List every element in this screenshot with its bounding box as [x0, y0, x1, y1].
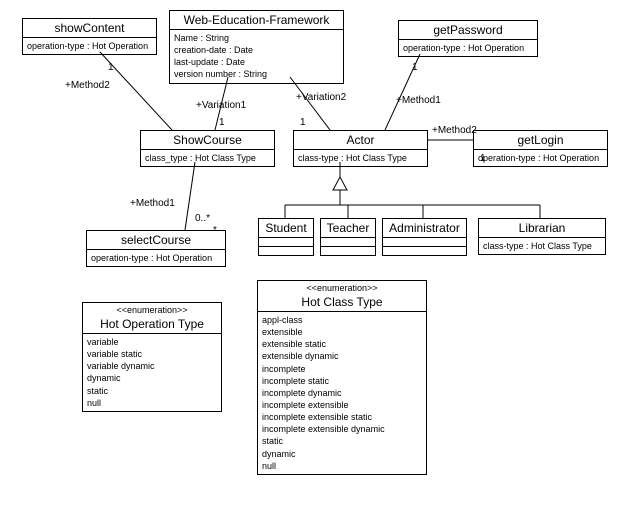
class-showContent: showContent operation-type : Hot Operati… [22, 18, 157, 55]
class-administrator: Administrator [382, 218, 467, 256]
class-teacher: Teacher [320, 218, 376, 256]
class-title: Student [259, 219, 313, 238]
attr: extensible static [262, 338, 422, 350]
class-librarian: Librarian class-type : Hot Class Type [478, 218, 606, 255]
attr: dynamic [262, 448, 422, 460]
enum-hotOp: <<enumeration>> Hot Operation Type varia… [82, 302, 222, 412]
class-title: Teacher [321, 219, 375, 238]
attr: incomplete dynamic [262, 387, 422, 399]
stereotype: <<enumeration>> [83, 303, 221, 315]
attr: null [87, 397, 217, 409]
assoc-variation2: +Variation2 [296, 92, 346, 103]
class-attrs: operation-type : Hot Operation [399, 40, 537, 56]
class-showCourse: ShowCourse class_type : Hot Class Type [140, 130, 275, 167]
attr: static [87, 385, 217, 397]
assoc-method2: +Method2 [65, 80, 110, 91]
mult-one: 1 [412, 62, 418, 73]
attr: version number : String [174, 68, 339, 80]
attr: null [262, 460, 422, 472]
class-title: showContent [23, 19, 156, 38]
class-title: getLogin [474, 131, 607, 150]
mult-one: 1 [108, 62, 114, 73]
mult-zerostar: 0..* [195, 213, 210, 224]
attr-empty [321, 238, 375, 247]
enum-hotClass: <<enumeration>> Hot Class Type appl-clas… [257, 280, 427, 475]
attr-empty [259, 247, 313, 255]
class-title: Web-Education-Framework [170, 11, 343, 30]
class-title: Hot Operation Type [83, 315, 221, 334]
class-title: Administrator [383, 219, 466, 238]
class-attrs: variable variable static variable dynami… [83, 334, 221, 411]
class-attrs: operation-type : Hot Operation [23, 38, 156, 54]
class-title: Librarian [479, 219, 605, 238]
attr: appl-class [262, 314, 422, 326]
attr: incomplete extensible [262, 399, 422, 411]
mult-one: 1 [480, 153, 486, 164]
attr: incomplete extensible static [262, 411, 422, 423]
attr: extensible [262, 326, 422, 338]
class-title: selectCourse [87, 231, 225, 250]
attr: static [262, 435, 422, 447]
mult-one: 1 [300, 117, 306, 128]
class-attrs: class_type : Hot Class Type [141, 150, 274, 166]
attr: variable [87, 336, 217, 348]
class-title: ShowCourse [141, 131, 274, 150]
class-attrs: operation-type : Hot Operation [474, 150, 607, 166]
class-attrs: class-type : Hot Class Type [294, 150, 427, 166]
assoc-method1: +Method1 [130, 198, 175, 209]
class-actor: Actor class-type : Hot Class Type [293, 130, 428, 167]
attr-empty [259, 238, 313, 247]
class-attrs: Name : String creation-date : Date last-… [170, 30, 343, 83]
attr: variable dynamic [87, 360, 217, 372]
class-selectCourse: selectCourse operation-type : Hot Operat… [86, 230, 226, 267]
attr-empty [321, 247, 375, 255]
class-webEdu: Web-Education-Framework Name : String cr… [169, 10, 344, 84]
mult-star: * [213, 225, 217, 236]
attr: incomplete extensible dynamic [262, 423, 422, 435]
class-title: getPassword [399, 21, 537, 40]
class-attrs: class-type : Hot Class Type [479, 238, 605, 254]
assoc-variation1: +Variation1 [196, 100, 246, 111]
attr: variable static [87, 348, 217, 360]
class-title: Actor [294, 131, 427, 150]
attr: creation-date : Date [174, 44, 339, 56]
class-attrs: operation-type : Hot Operation [87, 250, 225, 266]
attr: Name : String [174, 32, 339, 44]
class-student: Student [258, 218, 314, 256]
class-getPassword: getPassword operation-type : Hot Operati… [398, 20, 538, 57]
attr: incomplete [262, 363, 422, 375]
stereotype: <<enumeration>> [258, 281, 426, 293]
assoc-method2: +Method2 [432, 125, 477, 136]
assoc-method1: +Method1 [396, 95, 441, 106]
class-attrs: appl-class extensible extensible static … [258, 312, 426, 474]
class-title: Hot Class Type [258, 293, 426, 312]
attr: dynamic [87, 372, 217, 384]
attr: extensible dynamic [262, 350, 422, 362]
attr-empty [383, 238, 466, 247]
mult-one: 1 [219, 117, 225, 128]
attr-empty [383, 247, 466, 255]
attr: last-update : Date [174, 56, 339, 68]
attr: incomplete static [262, 375, 422, 387]
class-getLogin: getLogin operation-type : Hot Operation [473, 130, 608, 167]
